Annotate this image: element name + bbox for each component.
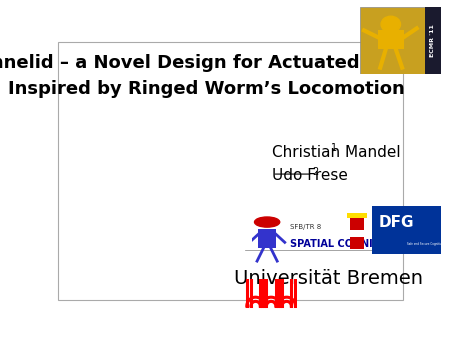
FancyBboxPatch shape [258,229,276,248]
Text: Christian Mandel: Christian Mandel [273,145,401,160]
Circle shape [381,16,400,32]
FancyBboxPatch shape [350,230,364,237]
Text: Inspired by Ringed Worm’s Locomotion: Inspired by Ringed Worm’s Locomotion [8,80,405,98]
FancyBboxPatch shape [378,30,404,49]
Text: SPATIAL COGNITION: SPATIAL COGNITION [290,239,399,249]
Text: Safe and Secure Cognitive Systems: Safe and Secure Cognitive Systems [407,242,450,246]
Text: Universität Bremen: Universität Bremen [234,269,423,288]
Text: ECMR '11: ECMR '11 [430,24,436,57]
FancyBboxPatch shape [372,206,441,254]
Text: 2: 2 [313,167,319,177]
FancyBboxPatch shape [425,7,441,74]
Circle shape [255,217,280,227]
FancyBboxPatch shape [360,7,425,74]
FancyBboxPatch shape [347,213,367,218]
FancyBboxPatch shape [350,218,364,249]
Text: SFB/TR 8: SFB/TR 8 [290,224,321,230]
Text: Udo Frese: Udo Frese [273,168,348,183]
Text: DFG: DFG [379,215,414,230]
Text: 1: 1 [331,143,337,153]
Text: Annelid – a Novel Design for Actuated Robots: Annelid – a Novel Design for Actuated Ro… [0,54,436,72]
